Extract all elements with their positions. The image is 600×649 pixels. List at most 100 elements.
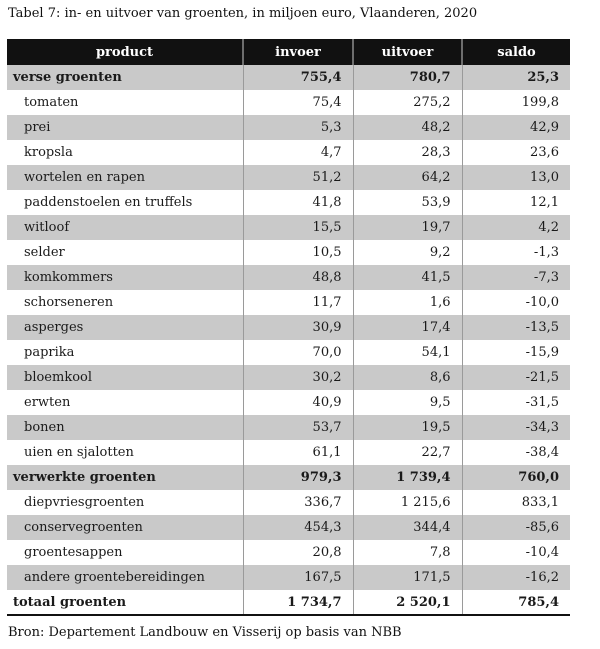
saldo-cell: 760,0 xyxy=(461,465,570,490)
saldo-cell: -10,0 xyxy=(461,290,570,315)
product-cell: erwten xyxy=(24,395,71,410)
product-cell: komkommers xyxy=(24,270,113,285)
product-cell: prei xyxy=(24,120,51,135)
product-cell: bonen xyxy=(24,420,65,435)
table-row: uien en sjalotten 61,1 22,7 -38,4 xyxy=(7,440,570,465)
invoer-cell: 20,8 xyxy=(242,540,353,565)
saldo-cell: 23,6 xyxy=(461,140,570,165)
invoer-cell: 30,9 xyxy=(242,315,353,340)
uitvoer-cell: 780,7 xyxy=(352,65,462,90)
product-cell: verse groenten xyxy=(13,70,122,85)
uitvoer-cell: 22,7 xyxy=(352,440,462,465)
saldo-cell: -10,4 xyxy=(461,540,570,565)
saldo-cell: -1,3 xyxy=(461,240,570,265)
uitvoer-cell: 275,2 xyxy=(352,90,462,115)
invoer-cell: 10,5 xyxy=(242,240,353,265)
saldo-cell: 199,8 xyxy=(461,90,570,115)
product-cell: uien en sjalotten xyxy=(24,445,134,460)
product-cell: bloemkool xyxy=(24,370,93,385)
invoer-cell: 336,7 xyxy=(242,490,353,515)
product-cell: paprika xyxy=(24,345,75,360)
uitvoer-cell: 1 215,6 xyxy=(352,490,462,515)
saldo-cell: -38,4 xyxy=(461,440,570,465)
invoer-cell: 454,3 xyxy=(242,515,353,540)
uitvoer-cell: 9,5 xyxy=(352,390,462,415)
saldo-cell: -16,2 xyxy=(461,565,570,590)
table-row: asperges 30,9 17,4 -13,5 xyxy=(7,315,570,340)
invoer-cell: 4,7 xyxy=(242,140,353,165)
invoer-cell: 167,5 xyxy=(242,565,353,590)
saldo-cell: 25,3 xyxy=(461,65,570,90)
invoer-cell: 61,1 xyxy=(242,440,353,465)
uitvoer-cell: 171,5 xyxy=(352,565,462,590)
saldo-cell: 833,1 xyxy=(461,490,570,515)
invoer-cell: 755,4 xyxy=(242,65,353,90)
product-cell: selder xyxy=(24,245,65,260)
product-cell: schorseneren xyxy=(24,295,114,310)
uitvoer-cell: 2 520,1 xyxy=(352,590,462,615)
table-row: bonen 53,7 19,5 -34,3 xyxy=(7,415,570,440)
column-header-invoer: invoer xyxy=(242,39,353,65)
invoer-cell: 51,2 xyxy=(242,165,353,190)
table-row: prei 5,3 48,2 42,9 xyxy=(7,115,570,140)
product-cell: witloof xyxy=(24,220,70,235)
column-header-saldo: saldo xyxy=(461,39,570,65)
saldo-cell: 12,1 xyxy=(461,190,570,215)
product-cell: conservegroenten xyxy=(24,520,143,535)
table-row: verse groenten 755,4 780,7 25,3 xyxy=(7,65,570,90)
saldo-cell: -21,5 xyxy=(461,365,570,390)
table-row: diepvriesgroenten 336,7 1 215,6 833,1 xyxy=(7,490,570,515)
invoer-cell: 53,7 xyxy=(242,415,353,440)
invoer-cell: 1 734,7 xyxy=(242,590,353,615)
saldo-cell: 785,4 xyxy=(461,590,570,615)
table-header: product invoer uitvoer saldo xyxy=(7,39,570,65)
header-row: product invoer uitvoer saldo xyxy=(7,39,570,65)
product-cell: totaal groenten xyxy=(13,594,127,610)
invoer-cell: 5,3 xyxy=(242,115,353,140)
table-row: paddenstoelen en truffels 41,8 53,9 12,1 xyxy=(7,190,570,215)
table-row: wortelen en rapen 51,2 64,2 13,0 xyxy=(7,165,570,190)
invoer-cell: 48,8 xyxy=(242,265,353,290)
product-cell: andere groentebereidingen xyxy=(24,570,205,585)
uitvoer-cell: 54,1 xyxy=(352,340,462,365)
source-note: Bron: Departement Landbouw en Visserij o… xyxy=(8,625,402,640)
uitvoer-cell: 48,2 xyxy=(352,115,462,140)
uitvoer-cell: 64,2 xyxy=(352,165,462,190)
saldo-cell: 4,2 xyxy=(461,215,570,240)
table-row: komkommers 48,8 41,5 -7,3 xyxy=(7,265,570,290)
invoer-cell: 30,2 xyxy=(242,365,353,390)
table-row: groentesappen 20,8 7,8 -10,4 xyxy=(7,540,570,565)
product-cell: paddenstoelen en truffels xyxy=(24,195,193,210)
uitvoer-cell: 17,4 xyxy=(352,315,462,340)
saldo-cell: -34,3 xyxy=(461,415,570,440)
table-body: verse groenten 755,4 780,7 25,3 tomaten 75,4 2… xyxy=(7,65,570,615)
table-row: andere groentebereidingen 167,5 171,5 -16,2 xyxy=(7,565,570,590)
uitvoer-cell: 8,6 xyxy=(352,365,462,390)
saldo-cell: -85,6 xyxy=(461,515,570,540)
product-cell: tomaten xyxy=(24,95,79,110)
product-cell: groentesappen xyxy=(24,545,123,560)
invoer-cell: 15,5 xyxy=(242,215,353,240)
uitvoer-cell: 53,9 xyxy=(352,190,462,215)
column-header-uitvoer: uitvoer xyxy=(352,39,462,65)
uitvoer-cell: 41,5 xyxy=(352,265,462,290)
table-row: selder 10,5 9,2 -1,3 xyxy=(7,240,570,265)
product-cell: wortelen en rapen xyxy=(24,170,145,185)
uitvoer-cell: 19,7 xyxy=(352,215,462,240)
uitvoer-cell: 9,2 xyxy=(352,240,462,265)
table-row: tomaten 75,4 275,2 199,8 xyxy=(7,90,570,115)
saldo-cell: 13,0 xyxy=(461,165,570,190)
product-cell: verwerkte groenten xyxy=(13,470,156,485)
invoer-cell: 979,3 xyxy=(242,465,353,490)
table-row: conservegroenten 454,3 344,4 -85,6 xyxy=(7,515,570,540)
uitvoer-cell: 19,5 xyxy=(352,415,462,440)
uitvoer-cell: 1,6 xyxy=(352,290,462,315)
saldo-cell: 42,9 xyxy=(461,115,570,140)
table-row: totaal groenten 1 734,7 2 520,1 785,4 xyxy=(7,590,570,615)
table-row: bloemkool 30,2 8,6 -21,5 xyxy=(7,365,570,390)
saldo-cell: -7,3 xyxy=(461,265,570,290)
table-row: witloof 15,5 19,7 4,2 xyxy=(7,215,570,240)
uitvoer-cell: 28,3 xyxy=(352,140,462,165)
table-row: kropsla 4,7 28,3 23,6 xyxy=(7,140,570,165)
vegetables-trade-table: product invoer uitvoer saldo verse groen… xyxy=(7,39,570,616)
